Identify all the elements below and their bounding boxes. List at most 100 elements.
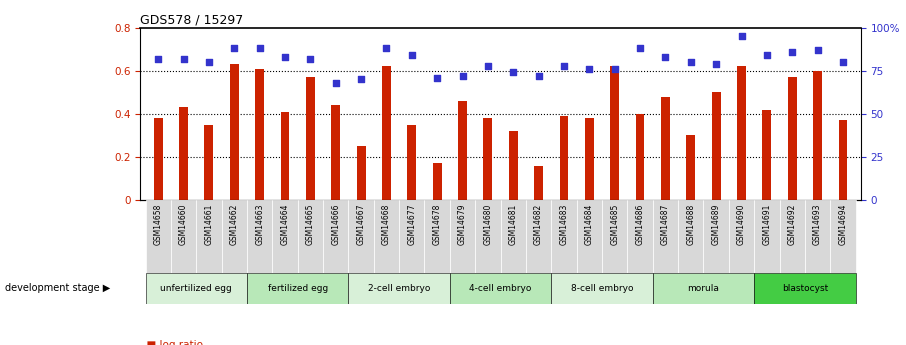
Text: GSM14660: GSM14660 xyxy=(179,204,188,245)
Text: GSM14667: GSM14667 xyxy=(357,204,366,245)
Point xyxy=(151,56,166,61)
Point xyxy=(304,56,318,61)
Bar xyxy=(661,97,670,200)
Point xyxy=(253,46,267,51)
Bar xyxy=(560,116,568,200)
Bar xyxy=(425,200,450,273)
Point xyxy=(582,66,596,72)
Bar xyxy=(754,200,779,273)
Bar xyxy=(830,200,855,273)
Bar xyxy=(281,112,289,200)
Bar xyxy=(585,118,593,200)
Bar xyxy=(146,273,247,304)
Bar xyxy=(205,125,213,200)
Text: GSM14662: GSM14662 xyxy=(230,204,239,245)
Bar xyxy=(247,273,349,304)
Bar xyxy=(349,273,450,304)
Text: GSM14677: GSM14677 xyxy=(408,204,416,245)
Bar xyxy=(779,200,805,273)
Bar xyxy=(728,200,754,273)
Text: GSM14663: GSM14663 xyxy=(255,204,265,245)
Text: GSM14666: GSM14666 xyxy=(332,204,341,245)
Point xyxy=(556,63,571,68)
Point xyxy=(506,70,520,75)
Text: GDS578 / 15297: GDS578 / 15297 xyxy=(140,13,244,27)
Bar xyxy=(839,120,847,200)
Bar xyxy=(230,64,238,200)
Bar xyxy=(535,166,543,200)
Text: GSM14691: GSM14691 xyxy=(762,204,771,245)
Bar xyxy=(805,200,830,273)
Point xyxy=(329,80,343,86)
Point xyxy=(430,75,445,80)
Text: 8-cell embryo: 8-cell embryo xyxy=(571,284,633,293)
Bar xyxy=(602,200,627,273)
Text: GSM14684: GSM14684 xyxy=(585,204,593,245)
Bar xyxy=(501,200,525,273)
Bar xyxy=(652,273,754,304)
Text: GSM14690: GSM14690 xyxy=(737,204,746,245)
Point xyxy=(531,73,545,79)
Text: development stage ▶: development stage ▶ xyxy=(5,283,110,293)
Bar xyxy=(525,200,551,273)
Bar xyxy=(788,77,796,200)
Bar xyxy=(652,200,678,273)
Bar xyxy=(814,71,822,200)
Point xyxy=(810,47,824,53)
Point xyxy=(227,46,242,51)
Point xyxy=(632,46,647,51)
Point xyxy=(835,59,850,65)
Bar xyxy=(763,110,771,200)
Bar xyxy=(374,200,400,273)
Point xyxy=(785,49,799,55)
Bar xyxy=(179,107,188,200)
Text: GSM14685: GSM14685 xyxy=(611,204,619,245)
Bar xyxy=(433,164,441,200)
Text: GSM14664: GSM14664 xyxy=(281,204,290,245)
Bar xyxy=(703,200,728,273)
Text: GSM14693: GSM14693 xyxy=(813,204,822,245)
Bar xyxy=(551,273,652,304)
Bar xyxy=(754,273,855,304)
Text: blastocyst: blastocyst xyxy=(782,284,828,293)
Bar xyxy=(737,66,746,200)
Point xyxy=(607,66,622,72)
Bar xyxy=(712,92,720,200)
Text: morula: morula xyxy=(688,284,719,293)
Bar xyxy=(484,118,492,200)
Bar xyxy=(357,146,365,200)
Text: GSM14661: GSM14661 xyxy=(205,204,214,245)
Bar xyxy=(255,69,264,200)
Point xyxy=(683,59,698,65)
Bar xyxy=(509,131,517,200)
Bar xyxy=(551,200,576,273)
Bar xyxy=(636,114,644,200)
Text: GSM14680: GSM14680 xyxy=(484,204,492,245)
Text: unfertilized egg: unfertilized egg xyxy=(160,284,232,293)
Bar xyxy=(382,66,390,200)
Text: GSM14686: GSM14686 xyxy=(635,204,644,245)
Bar xyxy=(222,200,247,273)
Point xyxy=(456,73,470,79)
Bar xyxy=(247,200,273,273)
Bar xyxy=(400,200,425,273)
Bar xyxy=(146,200,171,273)
Text: GSM14678: GSM14678 xyxy=(433,204,441,245)
Text: GSM14694: GSM14694 xyxy=(838,204,847,245)
Point xyxy=(759,52,774,58)
Text: GSM14665: GSM14665 xyxy=(306,204,315,245)
Point xyxy=(658,54,672,60)
Bar xyxy=(687,136,695,200)
Point xyxy=(405,52,419,58)
Bar xyxy=(627,200,652,273)
Text: GSM14683: GSM14683 xyxy=(560,204,568,245)
Point xyxy=(177,56,191,61)
Bar xyxy=(576,200,602,273)
Point xyxy=(481,63,496,68)
Bar xyxy=(450,273,551,304)
Point xyxy=(708,61,723,67)
Text: GSM14679: GSM14679 xyxy=(458,204,467,245)
Text: GSM14658: GSM14658 xyxy=(154,204,163,245)
Text: GSM14682: GSM14682 xyxy=(535,204,543,245)
Bar xyxy=(197,200,222,273)
